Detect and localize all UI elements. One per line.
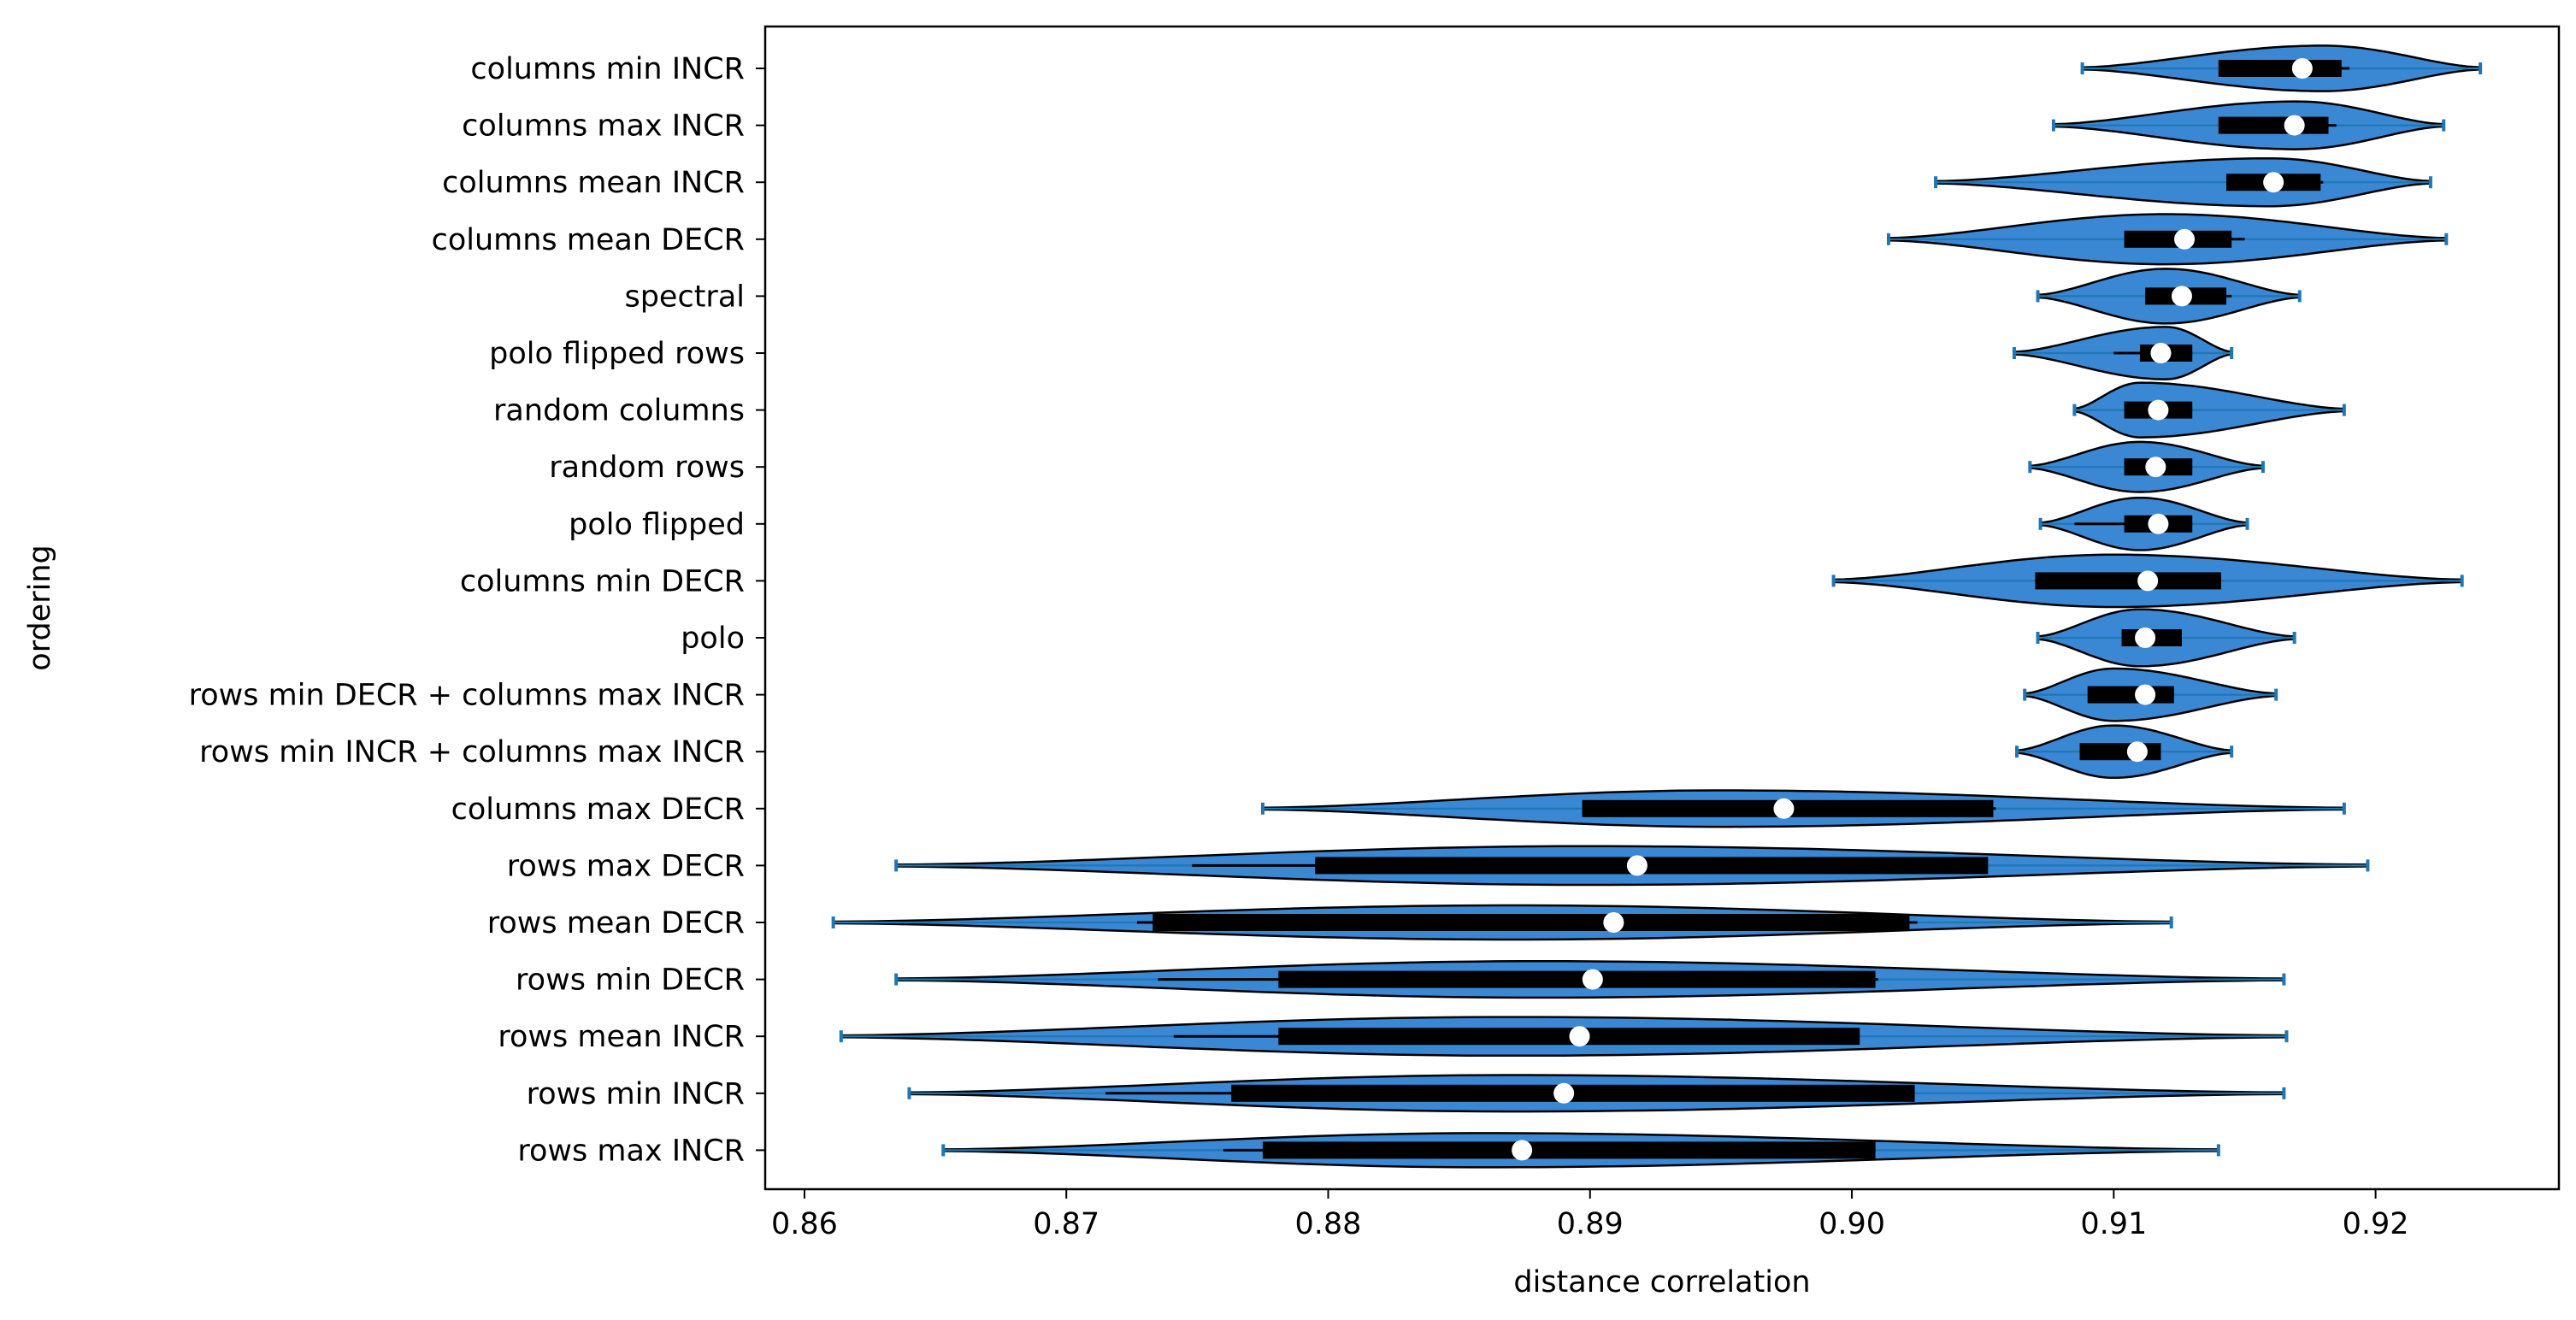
violin-8 [2038, 496, 2249, 551]
violin-median-marker [2135, 684, 2156, 705]
violin-9 [1831, 553, 2464, 609]
y-tick-label: columns min INCR [470, 52, 745, 86]
violins-layer [831, 44, 2483, 1169]
violin-2 [1934, 156, 2432, 208]
violin-12 [2015, 724, 2234, 780]
x-tick-label: 0.89 [1557, 1207, 1624, 1241]
violin-median-marker [2126, 741, 2148, 763]
violin-6 [2072, 381, 2346, 439]
y-tick-label: columns min DECR [460, 564, 745, 598]
violin-1 [2051, 100, 2446, 150]
violin-15 [831, 904, 2173, 941]
violin-median-marker [2148, 513, 2169, 534]
x-tick-label: 0.90 [1819, 1207, 1885, 1241]
x-tick-label: 0.87 [1033, 1207, 1099, 1241]
violin-4 [2036, 268, 2302, 325]
violin-median-marker [1626, 855, 1648, 876]
violin-iqr-box [2218, 60, 2342, 77]
y-tick-label: columns max DECR [451, 793, 745, 827]
y-tick-label: random columns [493, 394, 745, 428]
y-tick-label: polo flipped rows [489, 337, 745, 371]
violin-iqr-box [1262, 1141, 1876, 1159]
y-axis-title: ordering [23, 545, 57, 670]
violin-median-marker [1553, 1082, 1575, 1104]
violin-median-marker [1603, 912, 1624, 933]
violin-median-marker [1773, 798, 1795, 819]
violin-0 [2080, 44, 2483, 92]
violin-median-marker [2137, 570, 2159, 592]
violin-19 [941, 1132, 2220, 1169]
violin-iqr-box [2035, 572, 2221, 590]
y-tick-label: rows max DECR [507, 849, 745, 883]
violin-3 [1886, 213, 2449, 266]
violin-iqr-box [1278, 970, 1876, 988]
y-tick-label: columns mean INCR [442, 166, 745, 200]
y-tick-label: rows min INCR + columns max INCR [199, 735, 745, 769]
y-tick-label: rows mean DECR [487, 906, 745, 940]
violin-median-marker [2263, 172, 2284, 193]
y-tick-label: polo [681, 622, 745, 656]
violin-iqr-box [1315, 857, 1989, 875]
violin-iqr-box [2079, 743, 2161, 761]
violin-median-marker [2284, 115, 2305, 136]
violin-median-marker [2150, 343, 2172, 363]
violin-median-marker [1569, 1026, 1590, 1047]
violin-16 [894, 960, 2286, 999]
violin-iqr-box [2218, 116, 2329, 134]
violin-10 [2036, 608, 2296, 668]
violin-median-marker [1582, 969, 1603, 990]
violin-iqr-box [1152, 914, 1910, 931]
violin-median-marker [2174, 228, 2196, 250]
y-tick-label: rows min DECR [516, 963, 745, 998]
violin-13 [1260, 789, 2346, 828]
x-axis-title: distance correlation [1513, 1265, 1810, 1299]
violin-11 [2023, 667, 2278, 722]
x-tick-label: 0.91 [2080, 1207, 2147, 1241]
x-tick-label: 0.92 [2343, 1207, 2409, 1241]
violin-iqr-box [2087, 686, 2174, 704]
violin-median-marker [2291, 58, 2313, 79]
violin-17 [839, 1016, 2289, 1058]
plot-frame [763, 25, 2561, 1191]
violin-median-marker [2135, 628, 2156, 648]
y-tick-label: columns mean DECR [432, 223, 745, 257]
y-tick-label: columns max INCR [462, 109, 745, 144]
violin-5 [2012, 326, 2234, 380]
violin-median-marker [1512, 1140, 1533, 1161]
y-axis-ticks: columns min INCR columns max INCR columns … [189, 52, 765, 1168]
violin-iqr-box [1278, 1028, 1860, 1046]
y-tick-label: rows min INCR [527, 1077, 745, 1111]
x-tick-label: 0.86 [771, 1207, 838, 1241]
violin-median-marker [2148, 399, 2169, 421]
y-tick-label: rows max INCR [517, 1134, 745, 1168]
y-tick-label: rows mean INCR [498, 1020, 745, 1054]
x-axis-ticks: 0.86 0.87 0.88 0.89 0.90 0.91 0.92 [771, 1189, 2409, 1241]
violin-7 [2028, 440, 2265, 493]
y-tick-label: polo flipped [569, 508, 745, 542]
x-tick-label: 0.88 [1295, 1207, 1362, 1241]
violin-14 [894, 845, 2370, 887]
y-tick-label: spectral [624, 280, 745, 314]
violin-18 [907, 1074, 2286, 1113]
violin-median-marker [2171, 286, 2192, 307]
y-tick-label: random rows [549, 451, 745, 485]
violin-median-marker [2145, 457, 2166, 478]
y-tick-label: rows min DECR + columns max INCR [189, 679, 745, 713]
